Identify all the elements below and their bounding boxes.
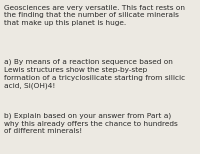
Text: a) By means of a reaction sequence based on
Lewis structures show the step-by-st: a) By means of a reaction sequence based… [4,59,185,89]
Text: b) Explain based on your answer from Part a)
why this already offers the chance : b) Explain based on your answer from Par… [4,112,178,134]
Text: Geosciences are very versatile. This fact rests on
the finding that the number o: Geosciences are very versatile. This fac… [4,5,185,26]
